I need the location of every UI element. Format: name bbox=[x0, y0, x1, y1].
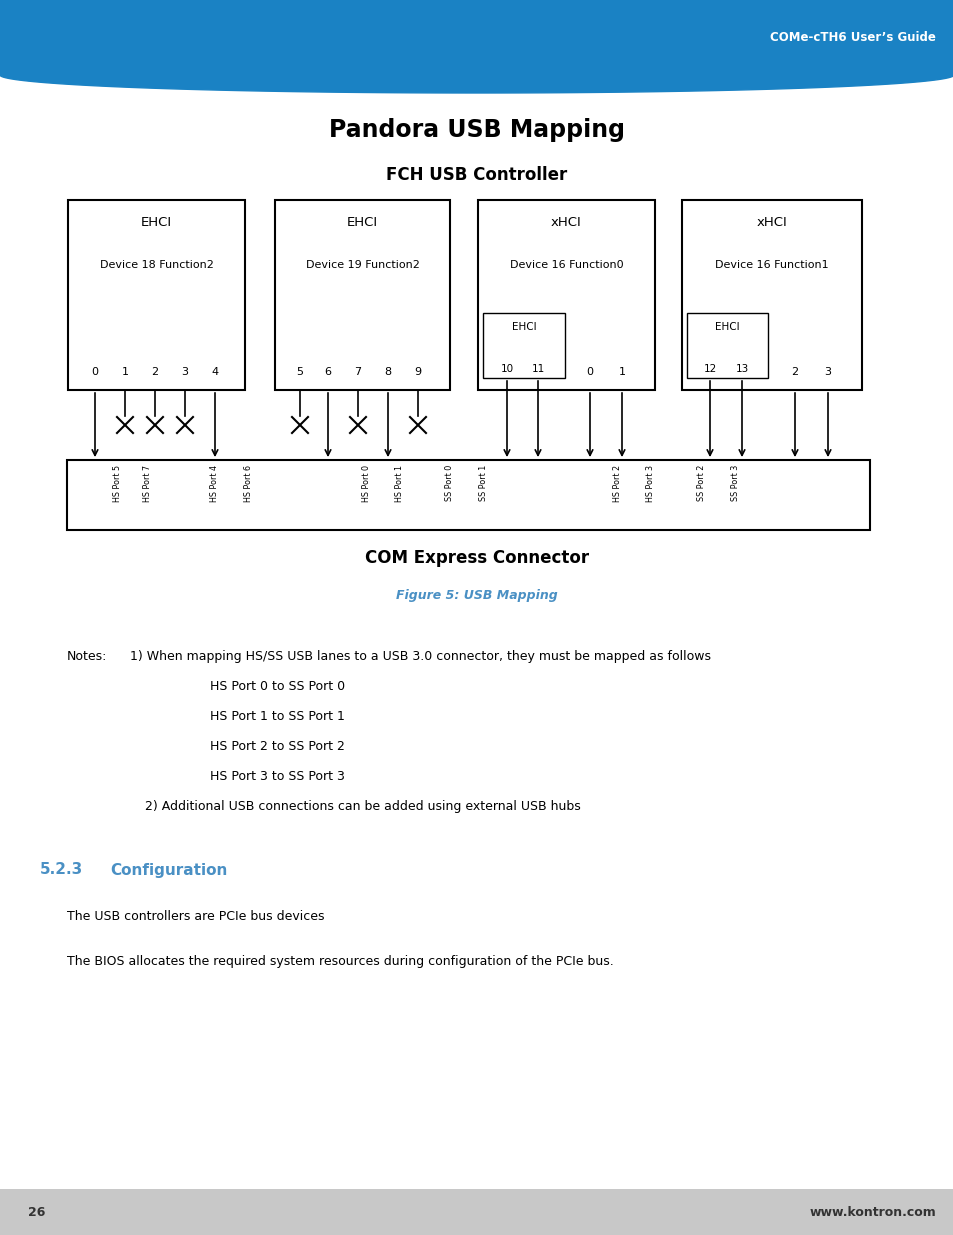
Text: 3: 3 bbox=[181, 367, 189, 377]
Text: Device 16 Function0: Device 16 Function0 bbox=[509, 261, 622, 270]
Text: HS Port 1: HS Port 1 bbox=[395, 466, 404, 501]
Text: 5: 5 bbox=[296, 367, 303, 377]
Text: 7: 7 bbox=[355, 367, 361, 377]
Text: 11: 11 bbox=[531, 364, 544, 374]
Text: EHCI: EHCI bbox=[347, 215, 377, 228]
Text: The USB controllers are PCIe bus devices: The USB controllers are PCIe bus devices bbox=[67, 910, 324, 923]
Bar bbox=[0, 0, 953, 75]
Text: xHCI: xHCI bbox=[756, 215, 786, 228]
Text: 1: 1 bbox=[618, 367, 625, 377]
Text: www.kontron.com: www.kontron.com bbox=[808, 1205, 935, 1219]
Bar bbox=[274, 200, 450, 390]
Text: EHCI: EHCI bbox=[715, 322, 739, 332]
Text: HS Port 3 to SS Port 3: HS Port 3 to SS Port 3 bbox=[210, 769, 345, 783]
Text: EHCI: EHCI bbox=[511, 322, 536, 332]
Text: EHCI: EHCI bbox=[141, 215, 172, 228]
Text: 2) Additional USB connections can be added using external USB hubs: 2) Additional USB connections can be add… bbox=[145, 800, 580, 813]
Text: HS Port 5: HS Port 5 bbox=[113, 466, 122, 503]
Text: HS Port 2: HS Port 2 bbox=[613, 466, 622, 503]
Text: COM Express Connector: COM Express Connector bbox=[365, 550, 588, 567]
Text: SS Port 2: SS Port 2 bbox=[697, 466, 706, 501]
Text: HS Port 6: HS Port 6 bbox=[244, 466, 253, 501]
Text: Pandora USB Mapping: Pandora USB Mapping bbox=[329, 119, 624, 142]
Text: HS Port 7: HS Port 7 bbox=[143, 466, 152, 503]
Text: SS Port 1: SS Port 1 bbox=[479, 466, 488, 501]
Text: SS Port 0: SS Port 0 bbox=[445, 466, 454, 501]
Text: 8: 8 bbox=[384, 367, 391, 377]
Text: Device 18 Function2: Device 18 Function2 bbox=[99, 261, 213, 270]
Text: FCH USB Controller: FCH USB Controller bbox=[386, 165, 567, 184]
Text: 6: 6 bbox=[324, 367, 331, 377]
Bar bbox=[0, 1189, 953, 1235]
Text: HS Port 1 to SS Port 1: HS Port 1 to SS Port 1 bbox=[210, 710, 345, 722]
Text: Device 16 Function1: Device 16 Function1 bbox=[715, 261, 828, 270]
Text: 3: 3 bbox=[823, 367, 831, 377]
Text: HS Port 3: HS Port 3 bbox=[646, 466, 655, 501]
Bar bbox=[68, 200, 245, 390]
Bar bbox=[477, 200, 655, 390]
Text: 13: 13 bbox=[735, 364, 748, 374]
Text: 12: 12 bbox=[702, 364, 716, 374]
Bar bbox=[686, 312, 767, 378]
Text: 5.2.3: 5.2.3 bbox=[40, 862, 83, 878]
Text: 2: 2 bbox=[791, 367, 798, 377]
Text: 0: 0 bbox=[91, 367, 98, 377]
Text: 1) When mapping HS/SS USB lanes to a USB 3.0 connector, they must be mapped as f: 1) When mapping HS/SS USB lanes to a USB… bbox=[130, 650, 710, 663]
Text: Device 19 Function2: Device 19 Function2 bbox=[305, 261, 419, 270]
Text: HS Port 0: HS Port 0 bbox=[362, 466, 371, 501]
Text: HS Port 2 to SS Port 2: HS Port 2 to SS Port 2 bbox=[210, 740, 345, 753]
Text: 4: 4 bbox=[212, 367, 218, 377]
Text: 26: 26 bbox=[28, 1205, 46, 1219]
Text: 0: 0 bbox=[586, 367, 593, 377]
Bar bbox=[681, 200, 862, 390]
Text: SS Port 3: SS Port 3 bbox=[731, 466, 740, 501]
Text: Configuration: Configuration bbox=[110, 862, 227, 878]
Text: HS Port 4: HS Port 4 bbox=[211, 466, 219, 501]
Text: 2: 2 bbox=[152, 367, 158, 377]
Text: xHCI: xHCI bbox=[551, 215, 581, 228]
Text: 9: 9 bbox=[414, 367, 421, 377]
Bar bbox=[482, 312, 564, 378]
Text: Figure 5: USB Mapping: Figure 5: USB Mapping bbox=[395, 589, 558, 603]
Text: Notes:: Notes: bbox=[67, 650, 108, 663]
Text: HS Port 0 to SS Port 0: HS Port 0 to SS Port 0 bbox=[210, 680, 345, 693]
Text: The BIOS allocates the required system resources during configuration of the PCI: The BIOS allocates the required system r… bbox=[67, 955, 613, 968]
Bar bbox=[67, 459, 869, 530]
Text: 1: 1 bbox=[121, 367, 129, 377]
Text: COMe-cTH6 User’s Guide: COMe-cTH6 User’s Guide bbox=[769, 31, 935, 44]
Text: 10: 10 bbox=[500, 364, 513, 374]
